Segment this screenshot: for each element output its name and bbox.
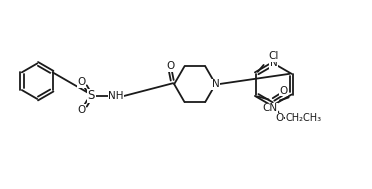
Text: O: O bbox=[275, 113, 283, 123]
Text: S: S bbox=[88, 89, 95, 102]
Text: N: N bbox=[212, 79, 219, 89]
Text: N: N bbox=[270, 58, 278, 68]
Text: Cl: Cl bbox=[268, 51, 279, 61]
Text: NH: NH bbox=[108, 91, 124, 101]
Text: CN: CN bbox=[262, 103, 278, 113]
Text: O: O bbox=[279, 86, 288, 96]
Text: CH₂CH₃: CH₂CH₃ bbox=[285, 113, 321, 123]
Text: O: O bbox=[166, 61, 174, 71]
Text: O: O bbox=[77, 105, 86, 115]
Text: O: O bbox=[77, 77, 86, 87]
